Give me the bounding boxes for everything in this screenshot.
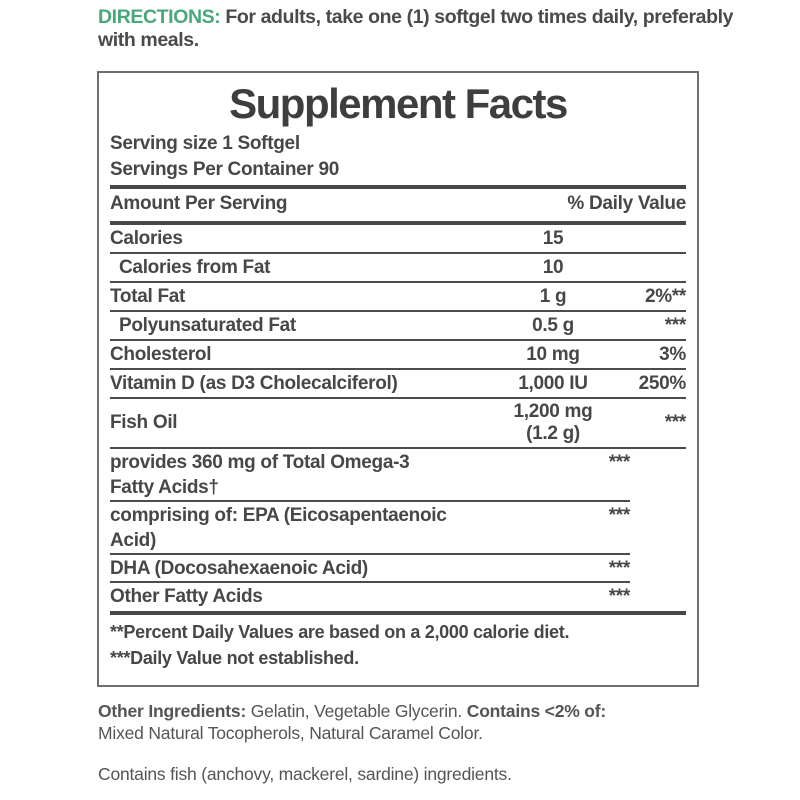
table-row-omega3-total: provides 360 mg of Total Omega-3 Fatty A… — [110, 449, 630, 502]
nutrient-amount: 1,000 IU — [518, 372, 588, 394]
table-row-calories: Calories 15 — [110, 225, 686, 254]
nutrient-amount: 1,200 mg (1.2 g) — [513, 401, 593, 444]
nutrient-dv: *** — [608, 558, 631, 579]
nutrient-name: Cholesterol — [110, 343, 212, 365]
nutrient-dv: 2%** — [644, 285, 686, 307]
contains-label: Contains <2% of: — [466, 701, 606, 721]
other-ingredients-text: Gelatin, Vegetable Glycerin. — [250, 701, 467, 721]
nutrient-name: Calories from Fat — [119, 256, 271, 278]
nutrient-name: Total Fat — [110, 285, 186, 307]
table-row-polyunsaturated-fat: Polyunsaturated Fat 0.5 g *** — [110, 312, 686, 341]
contains-text: Mixed Natural Tocopherols, Natural Caram… — [98, 723, 483, 743]
nutrient-dv: 3% — [659, 343, 686, 365]
serving-size-line: Serving size 1 Softgel — [110, 133, 300, 154]
table-row-fish-oil: Fish Oil 1,200 mg (1.2 g) *** — [110, 399, 686, 449]
nutrient-name: comprising of: EPA (Eicosapentaenoic Aci… — [110, 505, 447, 551]
table-row-calories-from-fat: Calories from Fat 10 — [110, 254, 686, 283]
nutrient-dv: *** — [608, 586, 631, 607]
table-row-epa: comprising of: EPA (Eicosapentaenoic Aci… — [110, 502, 630, 555]
nutrient-amount: 1 g — [539, 285, 567, 307]
nutrient-name: Calories — [110, 227, 183, 249]
nutrient-amount: 15 — [542, 227, 564, 249]
divider-double — [110, 221, 686, 225]
nutrient-dv: *** — [664, 412, 687, 433]
table-row-dha: DHA (Docosahexaenoic Acid) *** — [110, 555, 630, 583]
nutrient-name: Polyunsaturated Fat — [119, 314, 296, 336]
divider-double — [110, 185, 686, 189]
table-header-row: Amount Per Serving % Daily Value — [110, 189, 686, 219]
footnote-daily-values: **Percent Daily Values are based on a 2,… — [110, 622, 570, 642]
amount-per-serving-header: Amount Per Serving — [110, 193, 288, 214]
nutrient-name: Other Fatty Acids — [110, 586, 263, 607]
nutrient-name: DHA (Docosahexaenoic Acid) — [110, 558, 368, 579]
allergen-statement: Contains fish (anchovy, mackerel, sardin… — [98, 764, 512, 784]
daily-value-header: % Daily Value — [567, 193, 686, 214]
nutrient-amount: 10 — [542, 256, 564, 278]
panel-title: Supplement Facts — [229, 80, 568, 127]
nutrient-dv: *** — [608, 452, 631, 473]
table-row-total-fat: Total Fat 1 g 2%** — [110, 283, 686, 312]
nutrient-dv: 250% — [638, 372, 687, 394]
other-ingredients-label: Other Ingredients: — [98, 701, 251, 721]
nutrient-name: Fish Oil — [110, 412, 178, 433]
servings-per-container-line: Servings Per Container 90 — [110, 159, 340, 180]
nutrient-dv: *** — [608, 505, 631, 526]
nutrient-name: provides 360 mg of Total Omega-3 Fatty A… — [110, 452, 410, 498]
directions-paragraph: DIRECTIONS: For adults, take one (1) sof… — [98, 6, 738, 52]
footnote-dv-not-established: ***Daily Value not established. — [110, 648, 359, 668]
supplement-facts-panel: Supplement Facts Serving size 1 Softgel … — [97, 71, 699, 687]
nutrient-amount: 10 mg — [526, 343, 580, 365]
nutrient-amount: 0.5 g — [532, 314, 574, 336]
divider-thick — [110, 611, 686, 615]
nutrient-dv: *** — [664, 314, 687, 336]
directions-label: DIRECTIONS: — [98, 6, 226, 28]
table-row-other-fatty-acids: Other Fatty Acids *** — [110, 583, 630, 611]
table-row-cholesterol: Cholesterol 10 mg 3% — [110, 341, 686, 370]
directions-text: For adults, take one (1) softgel two tim… — [98, 6, 734, 51]
nutrient-name: Vitamin D (as D3 Cholecalciferol) — [110, 372, 398, 394]
other-ingredients-paragraph: Other Ingredients: Gelatin, Vegetable Gl… — [98, 700, 654, 744]
table-row-vitamin-d: Vitamin D (as D3 Cholecalciferol) 1,000 … — [110, 370, 686, 399]
